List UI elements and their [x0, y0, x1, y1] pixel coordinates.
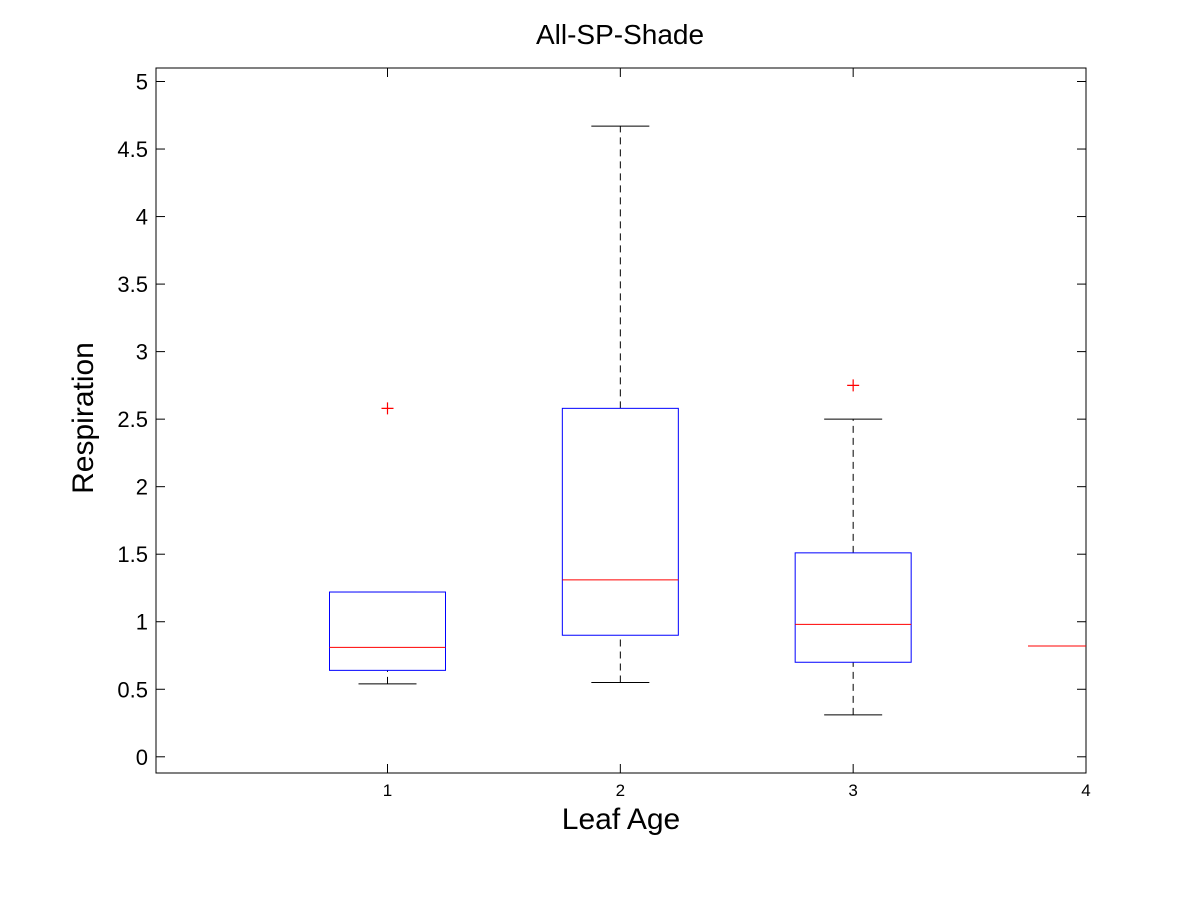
y-tick-label: 3	[136, 340, 148, 365]
y-tick-label: 2.5	[117, 407, 148, 432]
x-tick-label: 2	[616, 781, 625, 800]
y-tick-label: 0.5	[117, 677, 148, 702]
y-tick-label: 1.5	[117, 542, 148, 567]
y-tick-label: 2	[136, 475, 148, 500]
y-axis-label: Respiration	[67, 342, 100, 494]
y-tick-label: 0	[136, 745, 148, 770]
y-tick-label: 1	[136, 610, 148, 635]
outlier-marker	[381, 402, 394, 415]
iqr-box	[329, 591, 446, 671]
iqr-box	[561, 407, 679, 636]
x-tick-label: 1	[383, 781, 392, 800]
plot-area: 0 0.5 1 1.5 2 2.5 3 3.5 4 4.5 5 1 2 3 4	[117, 68, 1091, 800]
x-tick-label: 3	[848, 781, 857, 800]
iqr-box	[794, 552, 912, 663]
y-tick-label: 3.5	[117, 272, 148, 297]
x-axis-label: Leaf Age	[562, 803, 680, 836]
y-tick-label: 4	[136, 205, 148, 230]
outlier-marker	[847, 379, 860, 392]
plot-frame	[155, 67, 1087, 774]
y-tick-label: 5	[136, 70, 148, 95]
x-tick-label: 4	[1081, 781, 1090, 800]
chart-title: All-SP-Shade	[536, 19, 704, 50]
y-tick-label: 4.5	[117, 137, 148, 162]
